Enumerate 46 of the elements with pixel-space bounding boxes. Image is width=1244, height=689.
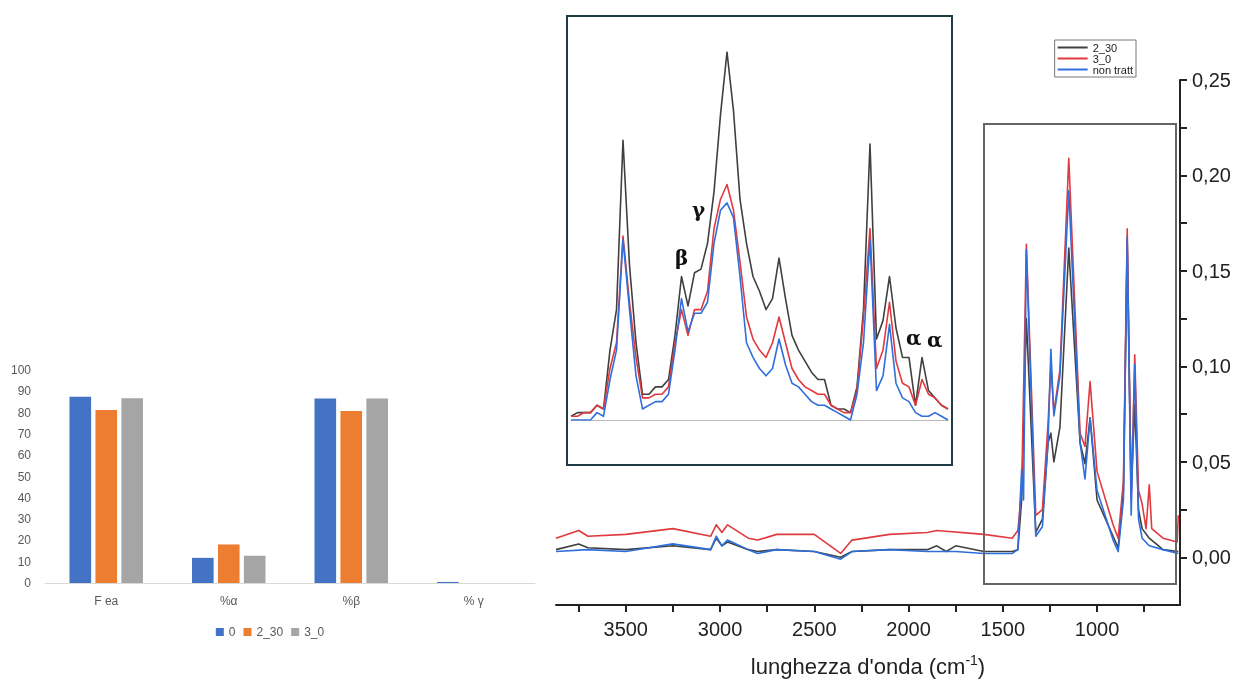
x-tick-label: 2500 [792,618,837,640]
y-tick-label: 10 [17,554,32,569]
y-tick-label: 90 [17,384,32,399]
bar [366,398,388,583]
legend-label: 3_0 [1092,52,1111,65]
y-tick-label: 0,15 [1192,259,1231,282]
legend-label: non tratt [1092,63,1133,76]
x-tick-label: 1000 [1074,618,1120,640]
y-tick-label: 0,20 [1192,164,1231,187]
y-tick-label: 0,25 [1192,69,1231,91]
x-tick-label: %α [219,594,238,608]
y-tick-label: 100 [10,363,32,377]
y-tick-label: 20 [17,533,32,548]
y-tick-label: 80 [17,405,32,420]
x-tick-label: %β [342,594,361,608]
y-tick-label: 50 [17,469,32,484]
annotation: γ [692,198,706,222]
y-tick-label: 0,05 [1192,450,1231,473]
y-tick-label: 30 [17,512,32,527]
y-tick-label: 0,10 [1192,355,1231,378]
x-tick-label: 3500 [603,618,648,640]
annotation: α [927,328,943,352]
bar [121,398,143,583]
bar [95,410,118,583]
bar [192,557,214,583]
annotation: α [906,326,922,350]
bar [243,555,266,583]
y-tick-label: 70 [17,426,32,441]
y-tick-label: 0,00 [1192,546,1231,569]
legend-label: 2_30 [256,625,284,639]
legend-label: 0 [228,625,236,639]
y-tick-label: 0 [24,576,32,590]
legend-label: 2_30 [1092,41,1118,54]
legend-label: 3_0 [304,625,325,639]
x-tick-label: % γ [463,594,484,608]
bar [340,411,363,583]
bar [217,544,240,583]
bar [314,398,337,583]
bar [69,396,92,583]
annotation: β [675,246,689,270]
x-tick-label: 2000 [886,618,931,640]
x-tick-label: F ea [94,594,119,608]
x-tick-label: 1500 [980,618,1026,640]
y-tick-label: 40 [17,490,32,505]
y-tick-label: 60 [17,448,32,463]
x-tick-label: 3000 [697,618,743,640]
